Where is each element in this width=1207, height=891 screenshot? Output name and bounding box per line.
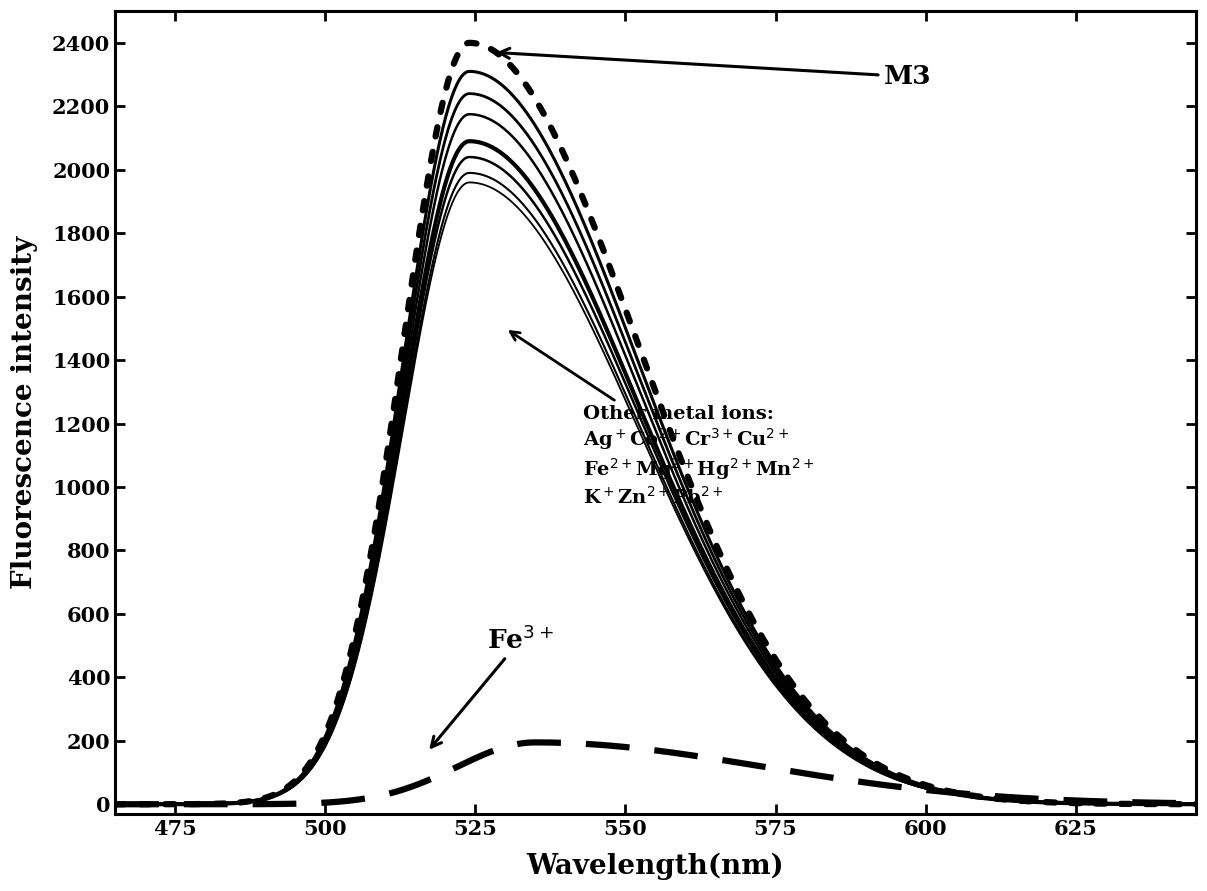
Y-axis label: Fluorescence intensity: Fluorescence intensity xyxy=(11,236,39,589)
Text: Fe$^{3+}$: Fe$^{3+}$ xyxy=(431,625,554,748)
Text: Other metal ions:
Ag$^+$Co$^{2+}$Cr$^{3+}$Cu$^{2+}$
Fe$^{2+}$Mg$^{2+}$Hg$^{2+}$M: Other metal ions: Ag$^+$Co$^{2+}$Cr$^{3+… xyxy=(511,331,815,508)
Text: M3: M3 xyxy=(500,48,932,89)
X-axis label: Wavelength(nm): Wavelength(nm) xyxy=(526,853,785,880)
